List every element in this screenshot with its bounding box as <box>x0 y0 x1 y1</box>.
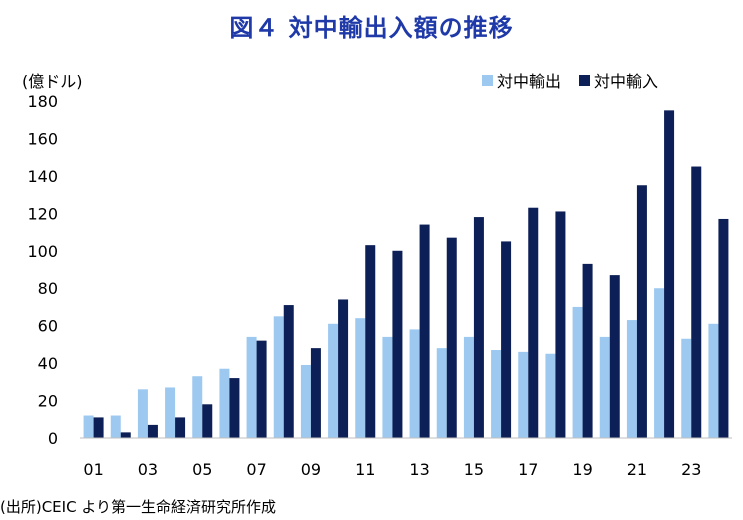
bar-exports <box>246 336 257 438</box>
bar-imports <box>446 237 457 438</box>
y-tick-label: 60 <box>38 317 58 336</box>
legend-label-exports: 対中輸出 <box>497 72 562 91</box>
bar-imports <box>256 340 267 438</box>
bar-imports <box>93 417 104 438</box>
bar-imports <box>419 224 430 438</box>
bar-exports <box>382 336 393 438</box>
bar-imports <box>473 217 484 438</box>
bar-exports <box>409 329 420 438</box>
x-tick-label: 21 <box>627 460 647 479</box>
source-note: (出所)CEIC より第一生命経済研究所作成 <box>0 498 277 516</box>
bar-exports <box>708 323 719 438</box>
bar-imports <box>202 404 213 438</box>
legend-item-exports: 対中輸出 <box>482 68 561 92</box>
y-tick-label: 0 <box>48 429 58 448</box>
bar-exports <box>545 353 556 438</box>
bar-imports <box>120 432 131 438</box>
bar-imports <box>636 185 647 438</box>
y-tick-label: 160 <box>27 129 58 148</box>
y-tick-label: 80 <box>38 279 58 298</box>
bar-exports <box>300 364 311 438</box>
bar-exports <box>599 336 610 438</box>
bar-imports <box>691 166 702 438</box>
bar-exports <box>355 318 366 438</box>
bar-imports <box>528 207 539 438</box>
bar-exports <box>110 415 121 438</box>
bar-imports <box>555 211 566 438</box>
bar-imports <box>310 348 321 438</box>
y-tick-label: 140 <box>27 167 58 186</box>
x-tick-label: 09 <box>301 460 321 479</box>
legend-swatch-imports <box>579 74 591 86</box>
y-tick-label: 100 <box>27 242 58 261</box>
bar-exports <box>681 338 692 438</box>
bar-imports <box>501 241 512 438</box>
bar-imports <box>718 218 729 438</box>
bar-exports <box>137 389 148 438</box>
x-tick-label: 07 <box>246 460 266 479</box>
bar-exports <box>165 387 176 438</box>
y-tick-label: 120 <box>27 204 58 223</box>
y-tick-label: 20 <box>38 392 58 411</box>
bar-imports <box>664 110 675 439</box>
x-tick-label: 17 <box>518 460 538 479</box>
x-tick-label: 03 <box>138 460 158 479</box>
bar-imports <box>147 424 158 438</box>
chart-legend: 対中輸出 対中輸入 <box>482 68 658 92</box>
bar-imports <box>229 378 240 438</box>
bar-exports <box>436 348 447 438</box>
bar-exports <box>83 415 94 438</box>
bar-exports <box>491 350 502 438</box>
legend-label-imports: 対中輸入 <box>594 72 659 91</box>
bar-imports <box>175 417 186 438</box>
x-tick-label: 13 <box>409 460 429 479</box>
legend-item-imports: 対中輸入 <box>579 68 658 92</box>
x-tick-label: 19 <box>572 460 592 479</box>
bar-exports <box>463 336 474 438</box>
y-tick-label: 180 <box>27 92 58 111</box>
x-tick-label: 11 <box>355 460 375 479</box>
bar-exports <box>219 368 230 438</box>
x-tick-label: 01 <box>83 460 103 479</box>
x-tick-label: 05 <box>192 460 212 479</box>
bar-exports <box>518 351 529 438</box>
bar-imports <box>609 275 620 438</box>
bar-exports <box>192 376 203 438</box>
y-tick-label: 40 <box>38 354 58 373</box>
bar-exports <box>572 306 583 438</box>
bar-exports <box>273 316 284 438</box>
chart-title: 図４ 対中輸出入額の推移 <box>229 14 514 42</box>
bar-imports <box>365 245 376 438</box>
bar-imports <box>338 299 349 438</box>
bar-imports <box>392 250 403 438</box>
bar-exports <box>626 320 637 438</box>
bar-imports <box>582 263 593 438</box>
bar-chart: 0 20 40 60 80 100 120 140 160 180 01 03 05 07 09 11 13 15… <box>27 92 732 479</box>
bar-imports <box>283 305 294 438</box>
legend-swatch-exports <box>482 74 493 86</box>
x-tick-label: 23 <box>681 460 701 479</box>
x-tick-label: 15 <box>464 460 484 479</box>
bar-exports <box>654 288 665 438</box>
y-axis-unit-label: (億ドル) <box>22 72 83 91</box>
bar-exports <box>328 323 339 438</box>
